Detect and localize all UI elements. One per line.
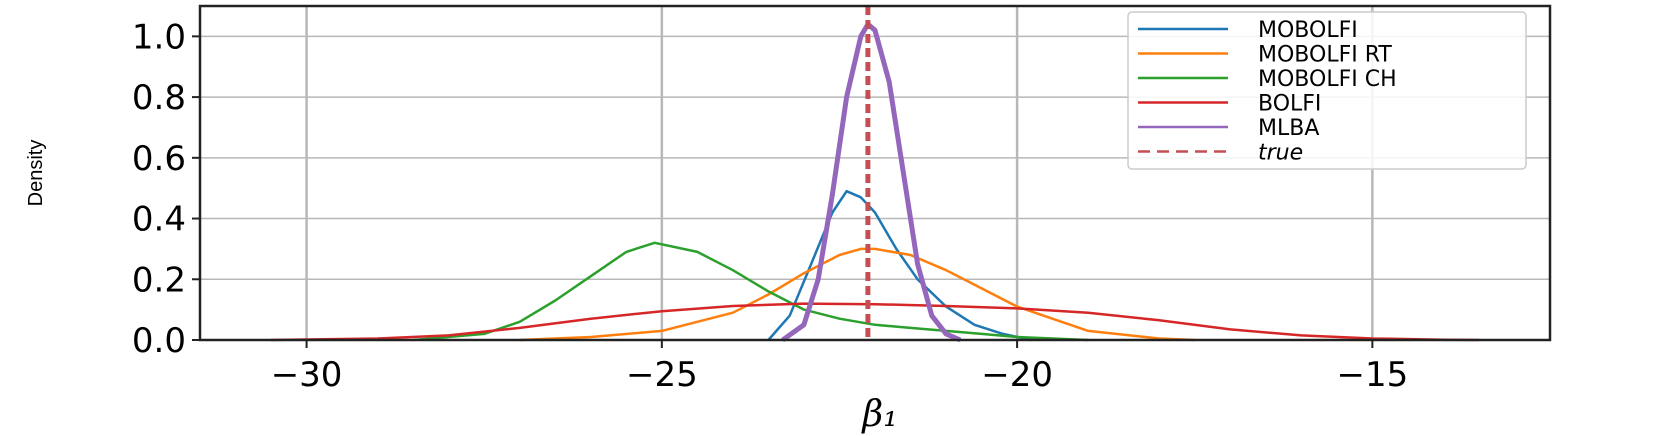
y-tick-label: 0.0 — [132, 321, 186, 361]
legend-label: MLBA — [1258, 116, 1319, 141]
x-tick-label: −30 — [271, 355, 343, 395]
legend-label: MOBOLFI CH — [1258, 67, 1397, 92]
x-axis-ticks: −30 −25 −20 −15 — [271, 340, 1408, 395]
y-tick-label: 1.0 — [132, 17, 186, 57]
legend-label: BOLFI — [1258, 92, 1321, 117]
x-tick-label: −20 — [981, 355, 1053, 395]
series-line-bolfi — [271, 302, 1479, 342]
series-line-mobolfi — [767, 189, 1032, 342]
legend-label: MOBOLFI RT — [1258, 43, 1392, 68]
y-tick-label: 0.2 — [132, 260, 186, 300]
legend-box — [1127, 11, 1527, 170]
legend-label: true — [1258, 141, 1303, 166]
series-line-mlba — [781, 21, 962, 343]
series-line-mobolfi-ch — [413, 241, 1089, 342]
y-tick-label: 0.4 — [132, 200, 186, 240]
series-line-mobolfi-rt — [519, 247, 1195, 342]
plot-frame — [198, 4, 1552, 342]
y-axis-ticks: 0.0 0.2 0.4 0.6 0.8 1.0 — [132, 17, 200, 361]
x-tick-label: −15 — [1336, 355, 1408, 395]
x-axis-label: β₁ — [860, 394, 897, 435]
y-tick-label: 0.6 — [132, 139, 186, 179]
series-curves — [271, 21, 1479, 343]
legend-label: MOBOLFI — [1258, 18, 1358, 43]
y-axis-label: Density — [25, 140, 47, 207]
x-tick-label: −25 — [626, 355, 698, 395]
y-tick-label: 0.8 — [132, 78, 186, 118]
